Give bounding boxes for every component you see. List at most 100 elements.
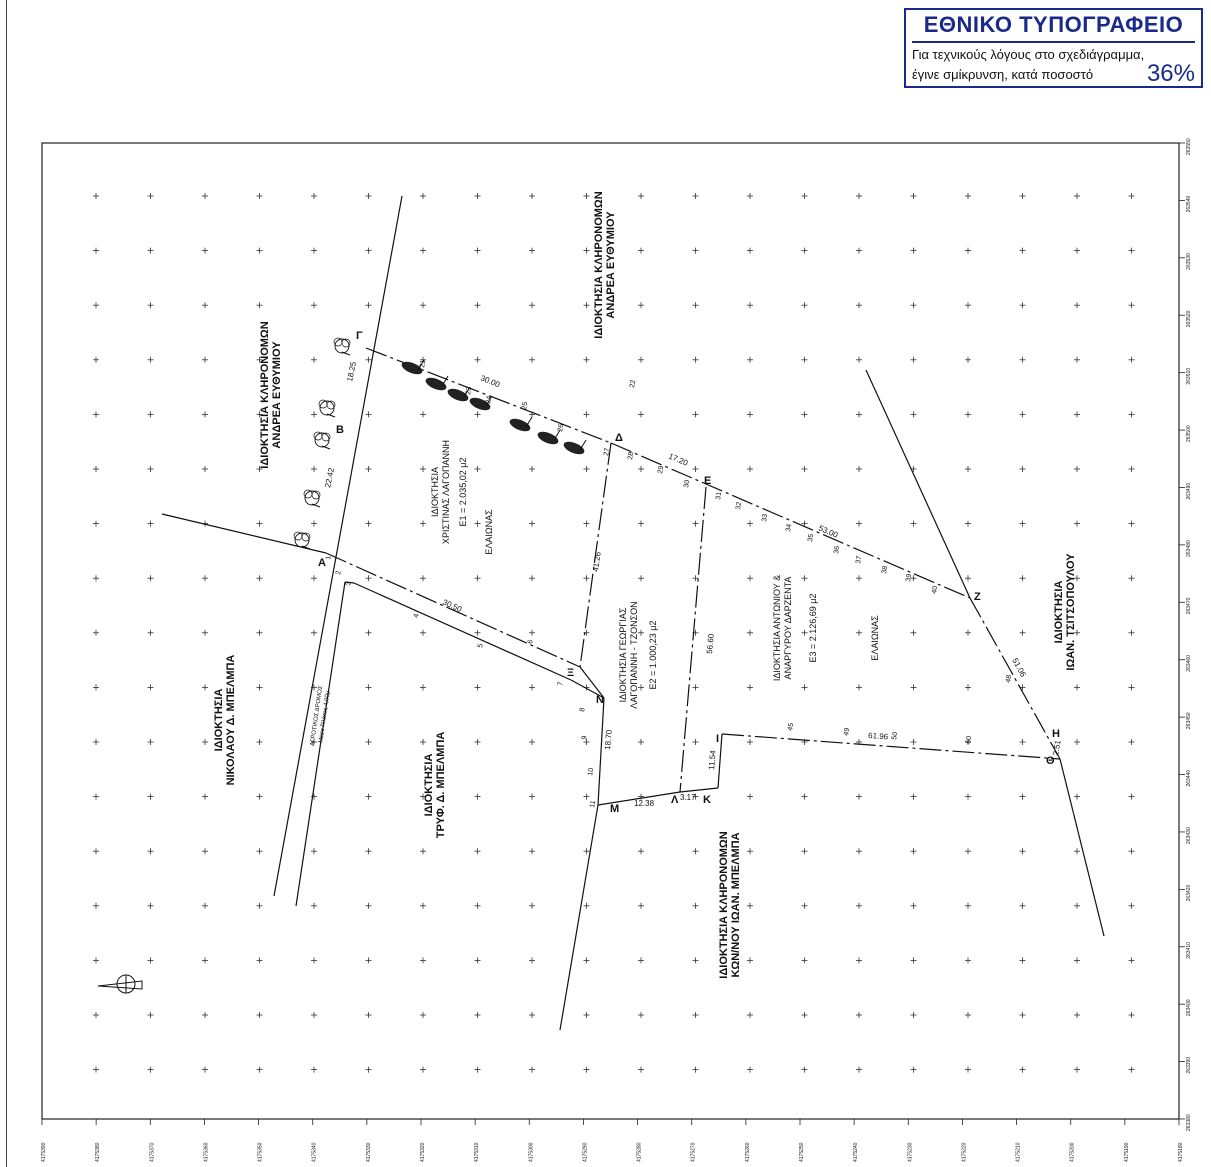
grid-cross: [856, 520, 862, 527]
grid-cross: [474, 1066, 481, 1073]
grid-cross: [1128, 247, 1135, 254]
grid-cross: [147, 1066, 154, 1073]
point-number: 32: [735, 501, 743, 510]
point-number: 31: [715, 491, 723, 500]
point-number: 60: [965, 735, 973, 744]
axis-tick-label: 263380: [1186, 1114, 1192, 1131]
axis-tick-label: 263390: [1186, 1057, 1192, 1074]
vertex-label-xi: Ξ: [567, 667, 574, 679]
olive-tree-icon: [447, 386, 471, 402]
vertex-label-alpha: Α: [318, 557, 326, 569]
grid-cross: [93, 848, 99, 855]
dimension-label: 2.51: [1051, 739, 1063, 756]
grid-cross: [420, 902, 426, 909]
grid-cross: [1074, 848, 1080, 855]
axis-tick-label: 4175390: [41, 1142, 47, 1162]
grid-cross: [638, 1012, 644, 1018]
svg-text:E1 = 2.035,02 μ2: E1 = 2.035,02 μ2: [458, 458, 468, 527]
olive-tree-icon: [313, 431, 331, 450]
page-edge-rule: [6, 0, 7, 1167]
parcel-label-e2: ΙΔΙΟΚΤΗΣΙΑ ΓΕΩΡΓΙΑΣ ΛΑΓΟΠΑΝΝΗ - ΤΖΟΝΣΟΝ …: [618, 601, 658, 708]
grid-cross: [93, 247, 99, 254]
grid-cross: [1019, 793, 1026, 800]
grid-cross: [801, 520, 808, 527]
grid-cross: [1019, 193, 1026, 199]
grid-cross: [692, 739, 699, 745]
point-number: 21: [419, 359, 427, 368]
grid-cross: [93, 411, 99, 418]
grid-cross: [692, 356, 699, 363]
grid-cross: [1019, 520, 1026, 527]
svg-text:ΙΔΙΟΚΤΗΣΙΑ: ΙΔΙΟΚΤΗΣΙΑ: [430, 467, 440, 517]
olive-tree-icon: [303, 489, 321, 508]
svg-text:ΑΝΑΡΓΥΡΟΥ ΔΑΡΖΕΝΤΑ: ΑΝΑΡΓΥΡΟΥ ΔΑΡΖΕΝΤΑ: [783, 577, 793, 680]
grid-cross: [583, 193, 590, 199]
grid-cross: [692, 466, 699, 472]
axis-tick-label: 263410: [1186, 942, 1192, 959]
grid-cross: [856, 247, 862, 254]
grid-cross: [202, 629, 208, 636]
svg-text:ΙΔΙΟΚΤΗΣΙΑ: ΙΔΙΟΚΤΗΣΙΑ: [213, 689, 225, 752]
owner-label-nikolaou: ΙΔΙΟΚΤΗΣΙΑ ΝΙΚΟΛΑΟΥ Δ. ΜΠΕΛΜΠΑ: [213, 655, 237, 786]
grid-cross: [311, 356, 317, 363]
grid-cross: [747, 193, 753, 199]
grid-cross: [856, 193, 862, 199]
grid-cross: [638, 957, 644, 964]
boundary-line-gamma-delta: [365, 347, 612, 444]
grid-cross: [420, 302, 426, 309]
point-number: 9: [581, 735, 589, 740]
grid-cross: [147, 575, 154, 582]
grid-cross: [692, 302, 699, 309]
axis-tick-label: 263470: [1186, 597, 1192, 614]
point-number: 34: [785, 523, 793, 532]
stamp-percent: 36%: [1146, 60, 1195, 87]
grid-cross: [1074, 1066, 1080, 1073]
grid-cross: [1019, 575, 1026, 582]
olive-tree-icon: [333, 337, 351, 356]
grid-cross: [965, 193, 971, 199]
grid-cross: [801, 575, 808, 582]
grid-cross: [747, 575, 753, 582]
axis-tick-label: 4175290: [582, 1142, 588, 1162]
stamp-note-line2: έγινε σμίκρυνση, κατά ποσοστό: [912, 67, 1094, 82]
grid-cross: [583, 466, 590, 472]
point-number: 33: [761, 513, 769, 522]
grid-cross: [583, 520, 590, 527]
grid-cross: [311, 466, 317, 472]
stamp-note-line1: Για τεχνικούς λόγους στο σχεδιάγραμμα,: [912, 47, 1145, 62]
grid-cross: [638, 848, 644, 855]
owner-label-andrea-left: ΙΔΙΟΚΤΗΣΙΑ ΚΛΗΡΟΝΟΜΩΝ ΑΝΔΡΕΑ ΕΥΘΥΜΙΟΥ: [259, 321, 283, 468]
grid-cross: [1128, 793, 1135, 800]
grid-cross: [747, 739, 753, 745]
grid-cross: [1019, 629, 1026, 636]
point-number: 27: [603, 447, 611, 456]
point-number: 24: [485, 395, 493, 404]
svg-text:ΑΝΔΡΕΑ ΕΥΘΥΜΙΟΥ: ΑΝΔΡΕΑ ΕΥΘΥΜΙΟΥ: [605, 211, 617, 319]
national-printing-office-stamp: ΕΘΝΙΚΟ ΤΥΠΟΓΡΑΦΕΙΟ Για τεχνικούς λόγους …: [904, 8, 1203, 88]
grid-cross: [420, 957, 426, 964]
grid-cross: [801, 411, 808, 418]
grid-cross: [583, 902, 590, 909]
grid-cross: [965, 1012, 971, 1018]
grid-cross: [365, 957, 372, 964]
svg-text:ΙΔΙΟΚΤΗΣΙΑ: ΙΔΙΟΚΤΗΣΙΑ: [1053, 581, 1065, 644]
grid-cross: [256, 793, 263, 800]
grid-cross: [692, 575, 699, 582]
grid-cross: [256, 848, 263, 855]
olive-tree-icon: [425, 375, 449, 391]
grid-cross: [583, 356, 590, 363]
grid-cross: [365, 520, 372, 527]
grid-cross: [747, 466, 753, 472]
grid-cross: [801, 1012, 808, 1018]
svg-text:E3 = 2.126,69 μ2: E3 = 2.126,69 μ2: [808, 594, 818, 663]
grid-cross: [420, 575, 426, 582]
grid-cross: [474, 193, 481, 199]
olive-tree-icon: [537, 429, 561, 445]
grid-cross: [856, 957, 862, 964]
grid-cross: [638, 193, 644, 199]
grid-cross: [202, 1066, 208, 1073]
point-number: 26: [557, 423, 565, 432]
grid-cross: [965, 575, 971, 582]
